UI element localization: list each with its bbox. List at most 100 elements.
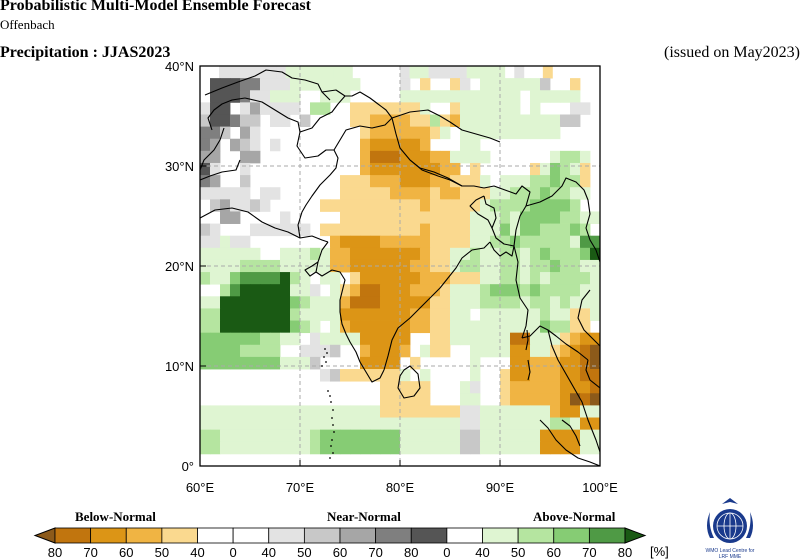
forecast-cell <box>550 393 561 406</box>
forecast-cell <box>540 223 551 237</box>
forecast-cell <box>430 284 441 297</box>
forecast-cell <box>230 187 241 200</box>
forecast-cell <box>300 284 311 297</box>
axis-ticks <box>199 65 601 467</box>
forecast-cell <box>240 162 251 176</box>
forecast-cell <box>540 393 551 406</box>
forecast-cell <box>570 102 581 115</box>
forecast-cell <box>430 187 441 200</box>
forecast-cell <box>560 441 571 455</box>
colorbar-tick-label: 70 <box>83 545 98 560</box>
forecast-cell <box>380 102 391 115</box>
forecast-cell <box>490 78 501 91</box>
forecast-cell <box>270 417 281 431</box>
forecast-cell <box>240 441 251 455</box>
forecast-cell <box>360 175 371 188</box>
forecast-cell <box>510 272 521 285</box>
forecast-cell <box>590 429 600 443</box>
forecast-cell <box>490 235 501 249</box>
forecast-cell <box>380 429 391 443</box>
forecast-cell <box>400 126 411 140</box>
forecast-cell <box>460 417 471 431</box>
forecast-cell <box>270 356 281 370</box>
forecast-cell <box>420 90 431 103</box>
forecast-cell <box>410 308 421 321</box>
forecast-cell <box>420 211 431 224</box>
forecast-cell <box>470 284 481 297</box>
forecast-cell <box>510 175 521 188</box>
forecast-cell <box>320 405 331 418</box>
forecast-cell <box>210 138 221 152</box>
forecast-cell <box>200 235 211 249</box>
forecast-cell <box>230 332 241 346</box>
forecast-cell <box>410 235 421 249</box>
forecast-cell <box>520 332 531 346</box>
forecast-cell <box>550 235 561 249</box>
forecast-cell <box>200 175 211 188</box>
forecast-cell <box>580 223 591 237</box>
forecast-cell <box>510 90 521 103</box>
forecast-cell <box>500 429 511 443</box>
forecast-cell <box>420 369 431 382</box>
forecast-cell <box>330 320 341 334</box>
forecast-cell <box>420 138 431 152</box>
forecast-cell <box>330 90 341 103</box>
forecast-cell <box>450 284 461 297</box>
forecast-cell <box>500 187 511 200</box>
forecast-cell <box>250 259 261 273</box>
forecast-cell <box>280 102 291 115</box>
colorbar-tick-label: 70 <box>368 545 383 560</box>
forecast-cell <box>510 114 521 128</box>
forecast-cell <box>500 199 511 212</box>
forecast-cell <box>460 320 471 334</box>
forecast-cell <box>280 429 291 443</box>
forecast-cell <box>560 417 571 431</box>
forecast-cell <box>380 381 391 394</box>
forecast-cell <box>430 126 441 140</box>
forecast-cell <box>480 126 491 140</box>
forecast-cell <box>300 114 311 128</box>
forecast-cell <box>240 356 251 370</box>
forecast-cell <box>480 187 491 200</box>
forecast-cell <box>220 247 231 261</box>
forecast-cell <box>280 114 291 128</box>
forecast-cell <box>220 284 231 297</box>
forecast-cell <box>490 320 501 334</box>
forecast-cell <box>440 296 451 309</box>
forecast-cell <box>400 441 411 455</box>
forecast-cell <box>440 211 451 224</box>
forecast-cell <box>370 405 381 418</box>
forecast-cell <box>560 199 571 212</box>
forecast-cell <box>540 187 551 200</box>
forecast-cell <box>510 381 521 394</box>
forecast-cell <box>400 247 411 261</box>
forecast-cell <box>290 102 301 115</box>
forecast-cell <box>500 235 511 249</box>
forecast-cell <box>310 405 321 418</box>
forecast-cell <box>560 284 571 297</box>
colorbar-tick-label: 80 <box>617 545 633 560</box>
forecast-cell <box>420 187 431 200</box>
forecast-cell <box>460 114 471 128</box>
forecast-cell <box>360 235 371 249</box>
forecast-cell <box>240 308 251 321</box>
forecast-cell <box>320 223 331 237</box>
forecast-cell <box>240 138 251 152</box>
forecast-cell <box>460 150 471 164</box>
forecast-cell <box>460 138 471 152</box>
forecast-cell <box>570 259 581 273</box>
forecast-cell <box>590 284 600 297</box>
forecast-cell <box>430 162 441 176</box>
forecast-cell <box>380 320 391 334</box>
forecast-cell <box>200 126 211 140</box>
forecast-cell <box>430 114 441 128</box>
forecast-cell <box>520 429 531 443</box>
forecast-cell <box>420 235 431 249</box>
forecast-cell <box>290 405 301 418</box>
forecast-cell <box>200 320 211 334</box>
forecast-cell <box>320 332 331 346</box>
forecast-cell <box>410 114 421 128</box>
colorbar-tick-label: 40 <box>475 545 490 560</box>
forecast-cell <box>560 247 571 261</box>
forecast-cell <box>530 102 541 115</box>
